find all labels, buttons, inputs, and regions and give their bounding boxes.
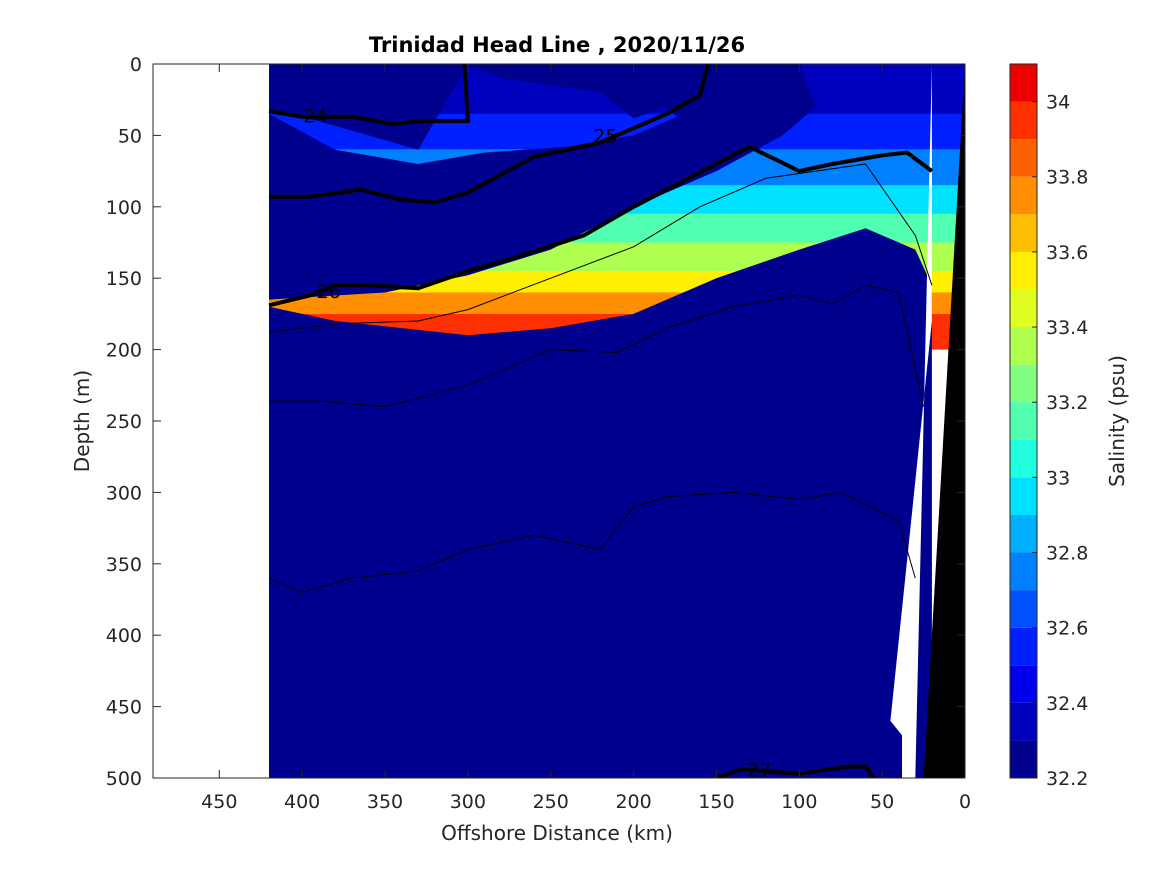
colorbar-swatch xyxy=(1010,214,1037,252)
colorbar-tick-label: 33.8 xyxy=(1046,167,1088,189)
colorbar-swatch xyxy=(1010,627,1037,666)
colorbar-swatch xyxy=(1010,702,1037,741)
y-tick-label: 150 xyxy=(106,268,142,290)
colorbar-title: Salinity (psu) xyxy=(1105,355,1129,487)
contour-line xyxy=(268,491,916,593)
x-tick-label: 250 xyxy=(533,791,569,813)
colorbar-swatch xyxy=(1010,176,1037,215)
colorbar-swatch xyxy=(1010,327,1037,365)
colorbar-frame xyxy=(1009,63,1038,779)
colorbar-swatch xyxy=(1010,590,1037,628)
colorbar-tick-label: 32.4 xyxy=(1046,693,1088,715)
x-axis: 450 400 350 300 250 200 150 100 50 0 xyxy=(201,64,971,813)
salinity-band xyxy=(269,64,816,300)
y-tick-label: 250 xyxy=(106,411,142,433)
colorbar-tick-label: 33 xyxy=(1046,467,1070,489)
colorbar-swatch xyxy=(1010,289,1037,328)
colorbar-swatch xyxy=(1010,665,1037,703)
colorbar-swatch xyxy=(1010,477,1037,515)
colorbar: 32.2 32.4 32.6 32.8 33 33.2 33.4 33.6 33.8 34 xyxy=(1009,63,1088,790)
no-data-region xyxy=(890,64,932,778)
x-tick-label: 300 xyxy=(450,791,486,813)
contour-line xyxy=(715,764,876,778)
contour-line xyxy=(269,64,711,205)
contour-label: 27 xyxy=(747,759,771,781)
colorbar-swatch xyxy=(1010,402,1037,440)
y-tick-label: 400 xyxy=(106,625,142,647)
x-tick-label: 350 xyxy=(367,791,403,813)
contour-line xyxy=(268,64,470,126)
x-tick-label: 0 xyxy=(959,791,971,813)
section-plot: 24 25 26 27 xyxy=(152,63,966,781)
y-axis-title: Depth (m) xyxy=(70,370,94,472)
y-tick-label: 0 xyxy=(130,54,142,76)
y-tick-label: 50 xyxy=(118,125,142,147)
colorbar-tick-label: 34 xyxy=(1046,92,1070,114)
colorbar-swatch xyxy=(1010,139,1037,177)
y-tick-label: 350 xyxy=(106,554,142,576)
salinity-band xyxy=(269,64,750,150)
colorbar-tick-label: 32.2 xyxy=(1046,768,1088,790)
colorbar-swatch xyxy=(1010,364,1037,403)
y-tick-label: 300 xyxy=(106,482,142,504)
x-tick-label: 200 xyxy=(615,791,651,813)
colorbar-tick-label: 33.4 xyxy=(1046,317,1088,339)
contour-label: 26 xyxy=(317,281,341,303)
y-axis: 0 50 100 150 200 250 300 350 400 450 500 xyxy=(106,54,965,790)
x-tick-label: 100 xyxy=(781,791,817,813)
colorbar-swatch xyxy=(1010,101,1037,140)
seafloor xyxy=(923,64,965,778)
y-tick-label: 200 xyxy=(106,340,142,362)
chart-title: Trinidad Head Line , 2020/11/26 xyxy=(369,33,745,57)
x-tick-label: 150 xyxy=(698,791,734,813)
y-tick-label: 500 xyxy=(106,768,142,790)
contour-line xyxy=(269,284,925,408)
y-tick-label: 450 xyxy=(106,697,142,719)
colorbar-tick-label: 32.6 xyxy=(1046,618,1088,640)
colorbar-swatch xyxy=(1010,514,1037,553)
contour-label: 24 xyxy=(303,105,327,127)
colorbar-tick-label: 33.6 xyxy=(1046,242,1088,264)
colorbar-swatch xyxy=(1010,439,1037,478)
contour-line xyxy=(268,144,934,308)
y-tick-label: 100 xyxy=(106,197,142,219)
x-tick-label: 450 xyxy=(201,791,237,813)
contour-label: 25 xyxy=(593,125,617,147)
x-tick-label: 50 xyxy=(870,791,894,813)
colorbar-swatch xyxy=(1010,552,1037,591)
salinity-fields xyxy=(269,64,965,778)
colorbar-swatch xyxy=(1010,251,1037,290)
colorbar-tick-label: 33.2 xyxy=(1046,392,1088,414)
colorbar-swatch xyxy=(1010,64,1037,102)
contour-line xyxy=(268,163,933,333)
density-contours: 24 25 26 27 xyxy=(268,64,934,781)
colorbar-tick-label: 32.8 xyxy=(1046,543,1088,565)
colorbar-swatch xyxy=(1010,740,1037,778)
salinity-band xyxy=(269,263,916,778)
x-axis-title: Offshore Distance (km) xyxy=(441,821,673,845)
x-tick-label: 400 xyxy=(284,791,320,813)
